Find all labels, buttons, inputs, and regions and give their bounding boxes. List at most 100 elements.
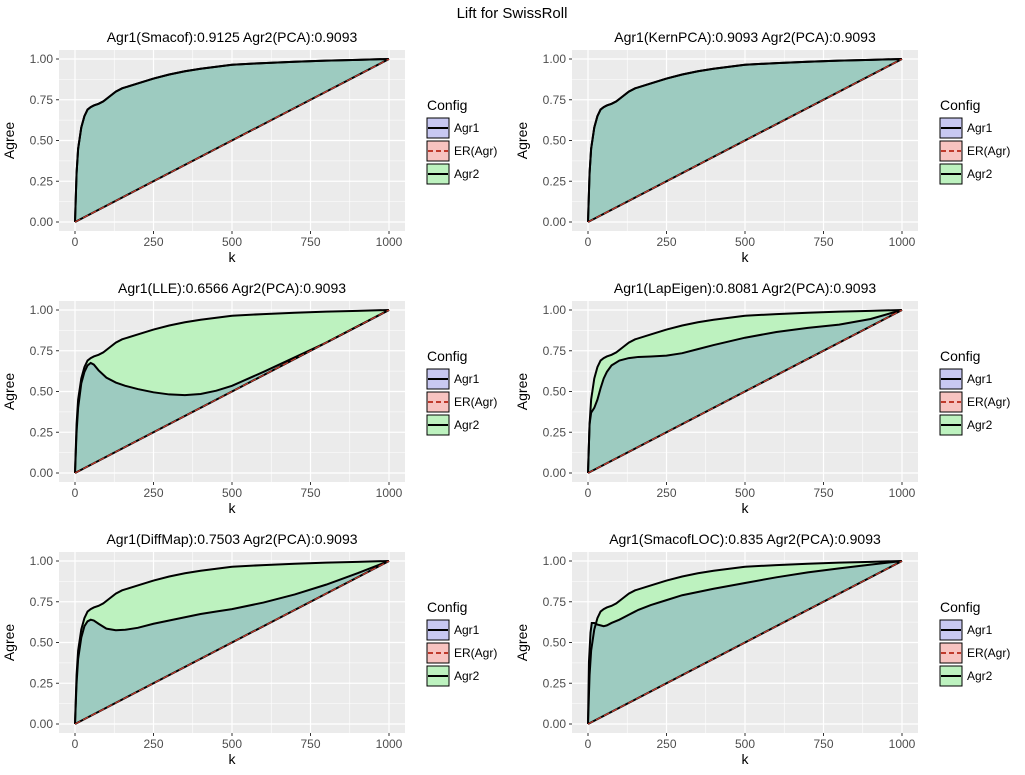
x-axis-label: k bbox=[229, 500, 237, 516]
x-tick-label: 750 bbox=[300, 737, 320, 751]
er-line bbox=[74, 309, 390, 474]
legend-label-agr2: Agr2 bbox=[967, 669, 993, 683]
x-tick-label: 750 bbox=[813, 235, 833, 249]
agr1-line bbox=[74, 560, 390, 725]
y-tick-label: 0.50 bbox=[543, 134, 567, 148]
x-tick-label: 1000 bbox=[889, 486, 916, 500]
legend-label-agr1: Agr1 bbox=[967, 372, 993, 386]
x-tick-label: 500 bbox=[735, 486, 755, 500]
legend-label-er: ER(Agr) bbox=[967, 395, 1010, 409]
panel-title: Agr1(Smacof):0.9125 Agr2(PCA):0.9093 bbox=[107, 29, 358, 45]
y-tick-label: 0.00 bbox=[30, 215, 54, 229]
legend-label-agr1: Agr1 bbox=[967, 623, 993, 637]
agr1-line bbox=[587, 309, 903, 474]
x-tick-label: 1000 bbox=[889, 737, 916, 751]
agr2-line bbox=[74, 560, 390, 725]
x-tick-label: 0 bbox=[585, 486, 592, 500]
legend-label-agr2: Agr2 bbox=[454, 167, 480, 181]
legend-label-er: ER(Agr) bbox=[967, 646, 1010, 660]
y-tick-label: 1.00 bbox=[30, 303, 54, 317]
legend-label-er: ER(Agr) bbox=[454, 395, 497, 409]
y-tick-label: 0.25 bbox=[543, 425, 567, 439]
y-axis-label: Agree bbox=[514, 122, 530, 160]
x-tick-label: 500 bbox=[222, 737, 242, 751]
legend-label-agr2: Agr2 bbox=[454, 418, 480, 432]
legend-title: Config bbox=[427, 348, 467, 364]
x-tick-label: 500 bbox=[735, 235, 755, 249]
legend-label-er: ER(Agr) bbox=[967, 144, 1010, 158]
panel-title: Agr1(LLE):0.6566 Agr2(PCA):0.9093 bbox=[118, 280, 346, 296]
x-tick-label: 250 bbox=[143, 737, 163, 751]
x-tick-label: 0 bbox=[72, 737, 79, 751]
x-tick-label: 0 bbox=[72, 486, 79, 500]
x-tick-label: 750 bbox=[300, 235, 320, 249]
x-tick-label: 750 bbox=[813, 486, 833, 500]
y-tick-label: 0.50 bbox=[30, 385, 54, 399]
legend-label-agr1: Agr1 bbox=[454, 372, 480, 386]
legend-title: Config bbox=[940, 97, 980, 113]
legend-label-er: ER(Agr) bbox=[454, 646, 497, 660]
x-axis-label: k bbox=[742, 500, 750, 516]
y-tick-label: 0.00 bbox=[30, 466, 54, 480]
panel-title: Agr1(DiffMap):0.7503 Agr2(PCA):0.9093 bbox=[106, 531, 357, 547]
y-tick-label: 0.75 bbox=[30, 344, 54, 358]
x-tick-label: 750 bbox=[813, 737, 833, 751]
y-tick-label: 1.00 bbox=[543, 554, 567, 568]
y-tick-label: 0.75 bbox=[543, 595, 567, 609]
agr2-line bbox=[74, 309, 390, 474]
legend-label-agr2: Agr2 bbox=[454, 669, 480, 683]
er-line bbox=[587, 560, 903, 725]
figure-title: Lift for SwissRoll bbox=[457, 5, 568, 22]
y-tick-label: 0.00 bbox=[543, 717, 567, 731]
legend-title: Config bbox=[427, 97, 467, 113]
y-tick-label: 0.75 bbox=[543, 93, 567, 107]
x-tick-label: 250 bbox=[656, 737, 676, 751]
agr1-line bbox=[74, 309, 390, 474]
legend-label-er: ER(Agr) bbox=[454, 144, 497, 158]
y-tick-label: 0.50 bbox=[30, 636, 54, 650]
er-line bbox=[587, 309, 903, 474]
agr2-line bbox=[587, 309, 903, 474]
x-tick-label: 250 bbox=[656, 235, 676, 249]
agr1-line bbox=[74, 58, 390, 223]
x-axis-label: k bbox=[229, 751, 237, 767]
y-tick-label: 1.00 bbox=[543, 52, 567, 66]
x-tick-label: 250 bbox=[656, 486, 676, 500]
legend-label-agr1: Agr1 bbox=[454, 623, 480, 637]
x-tick-label: 750 bbox=[300, 486, 320, 500]
y-tick-label: 0.50 bbox=[543, 636, 567, 650]
x-axis-label: k bbox=[742, 751, 750, 767]
chart-panel-1: Agr1(Smacof):0.9125 Agr2(PCA):0.9093 0 250… bbox=[1, 29, 497, 265]
x-tick-label: 1000 bbox=[376, 486, 403, 500]
er-line bbox=[587, 58, 903, 223]
x-tick-label: 500 bbox=[222, 486, 242, 500]
y-tick-label: 0.25 bbox=[30, 425, 54, 439]
y-tick-label: 0.25 bbox=[30, 676, 54, 690]
y-tick-label: 0.00 bbox=[543, 215, 567, 229]
panel-title: Agr1(LapEigen):0.8081 Agr2(PCA):0.9093 bbox=[614, 280, 876, 296]
x-tick-label: 250 bbox=[143, 486, 163, 500]
y-tick-label: 0.25 bbox=[30, 174, 54, 188]
x-tick-label: 500 bbox=[735, 737, 755, 751]
y-tick-label: 1.00 bbox=[30, 554, 54, 568]
chart-panel-2: Agr1(KernPCA):0.9093 Agr2(PCA):0.9093 0 25… bbox=[514, 29, 1010, 265]
y-tick-label: 0.00 bbox=[30, 717, 54, 731]
y-tick-label: 0.00 bbox=[543, 466, 567, 480]
chart-panel-4: Agr1(LapEigen):0.8081 Agr2(PCA):0.9093 0 2… bbox=[514, 280, 1010, 516]
er-line bbox=[74, 560, 390, 725]
chart-panel-5: Agr1(DiffMap):0.7503 Agr2(PCA):0.9093 0 25… bbox=[1, 531, 497, 767]
y-axis-label: Agree bbox=[1, 122, 17, 160]
y-axis-label: Agree bbox=[514, 373, 530, 411]
panels-group: Agr1(Smacof):0.9125 Agr2(PCA):0.9093 0 250… bbox=[1, 29, 1010, 767]
y-tick-label: 0.25 bbox=[543, 174, 567, 188]
y-tick-label: 1.00 bbox=[543, 303, 567, 317]
legend-title: Config bbox=[427, 599, 467, 615]
x-tick-label: 250 bbox=[143, 235, 163, 249]
agr1-line bbox=[587, 560, 903, 725]
legend-title: Config bbox=[940, 599, 980, 615]
y-tick-label: 0.75 bbox=[543, 344, 567, 358]
y-axis-label: Agree bbox=[1, 624, 17, 662]
er-line bbox=[74, 58, 390, 223]
panel-title: Agr1(SmacofLOC):0.835 Agr2(PCA):0.9093 bbox=[609, 531, 881, 547]
